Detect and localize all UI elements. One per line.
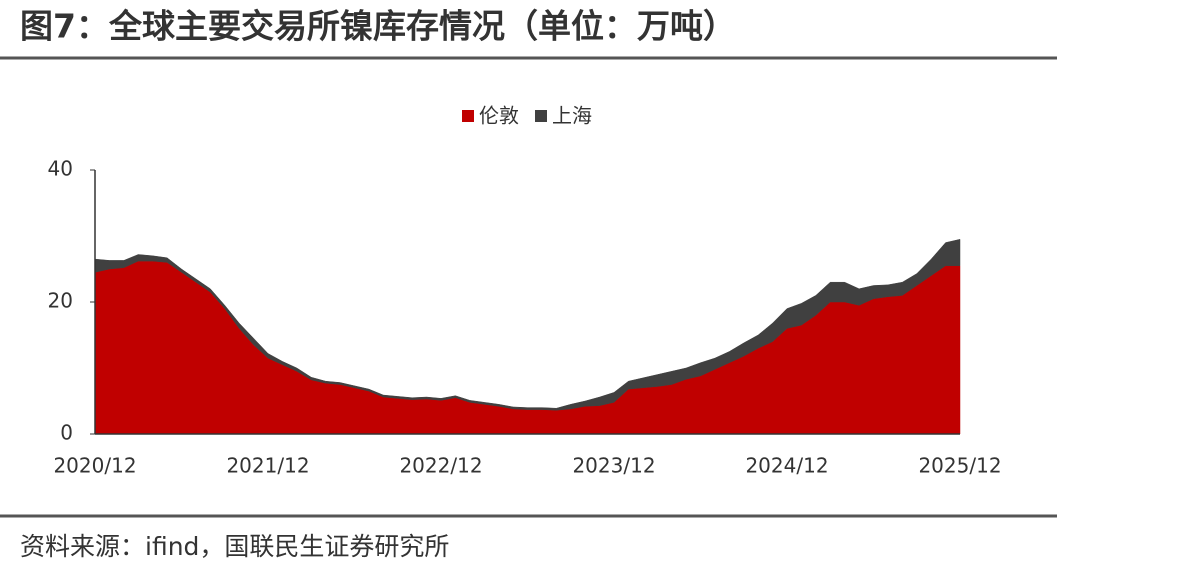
legend-swatch bbox=[535, 110, 547, 122]
source: 资料来源：ifind，国联民生证券研究所 bbox=[20, 532, 449, 561]
legend-swatch bbox=[462, 110, 474, 122]
x-tick-label: 2025/12 bbox=[918, 454, 1001, 478]
area-1 bbox=[94, 238, 961, 411]
x-tick-label: 2021/12 bbox=[226, 454, 309, 478]
legend-label: 伦敦 bbox=[479, 104, 519, 128]
title: 图7：全球主要交易所镍库存情况（单位：万吨） bbox=[20, 7, 736, 46]
y-tick-label: 0 bbox=[60, 421, 73, 445]
x-tick-label: 2022/12 bbox=[399, 454, 482, 478]
x-tick-label: 2020/12 bbox=[53, 454, 136, 478]
x-tick-label: 2024/12 bbox=[745, 454, 828, 478]
y-tick-label: 40 bbox=[48, 157, 73, 181]
y-tick-label: 20 bbox=[48, 289, 73, 313]
x-tick-label: 2023/12 bbox=[572, 454, 655, 478]
legend-label: 上海 bbox=[552, 104, 592, 128]
